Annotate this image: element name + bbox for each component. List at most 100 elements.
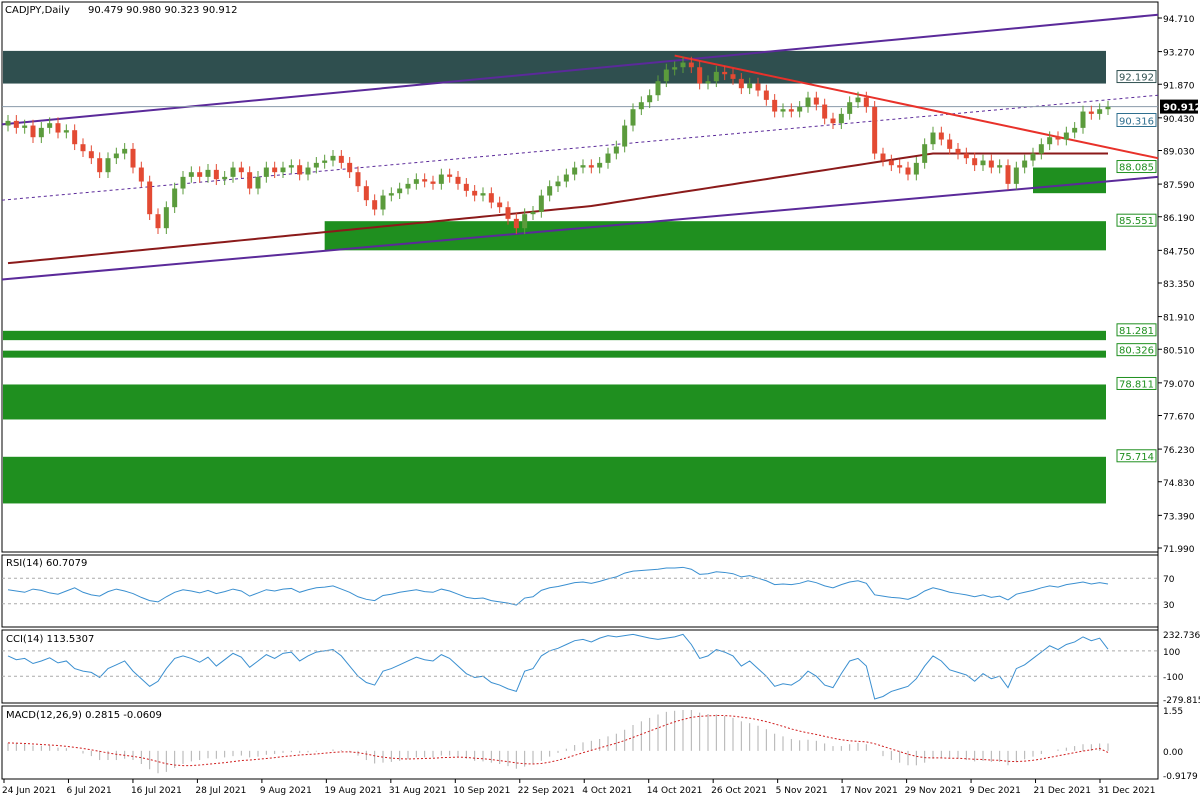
candle-body [463, 183, 469, 191]
candle-body [1072, 127, 1078, 133]
price-label-box [1116, 113, 1157, 128]
cci-tick-label: -100 [1163, 673, 1184, 683]
cci-tick-label: 232.7362 [1163, 631, 1200, 641]
candle-body [38, 127, 44, 138]
date-tick-label: 26 Oct 2021 [711, 786, 767, 796]
price-tick-label: 94.710 [1163, 15, 1195, 25]
date-tick-label: 4 Oct 2021 [582, 786, 632, 796]
candle-body [480, 193, 486, 196]
candle-body [738, 78, 744, 89]
candle-body [205, 169, 211, 177]
candle-body [972, 158, 978, 166]
price-tick-label: 87.590 [1163, 181, 1195, 191]
candle-body [988, 160, 994, 168]
cci-panel[interactable] [2, 633, 1158, 700]
candle-body [755, 83, 761, 91]
candle-body [963, 153, 969, 159]
trend-line [674, 54, 1159, 160]
zone-label-box-6 [1116, 449, 1157, 463]
candle-body [772, 99, 778, 112]
candle-body [938, 132, 944, 140]
date-tick-label: 17 Nov 2021 [840, 786, 898, 796]
date-tick-label: 9 Aug 2021 [260, 786, 312, 796]
candle-body [547, 186, 553, 196]
macd-tick-label: 0.00 [1163, 748, 1183, 758]
candle-body [188, 172, 194, 177]
candle-body [355, 172, 361, 187]
candle-body [1105, 106, 1111, 110]
current-price-tag [1160, 99, 1198, 114]
date-tick-label: 9 Dec 2021 [969, 786, 1021, 796]
zone-label-2: 85.551 [1119, 216, 1154, 227]
candle-body [830, 118, 836, 124]
zone-label-1: 88.085 [1119, 163, 1154, 174]
price-tick-label: 90.430 [1163, 115, 1195, 125]
date-tick-label: 19 Aug 2021 [324, 786, 382, 796]
zone-label-box-2 [1116, 213, 1157, 227]
candle-body [5, 120, 11, 126]
date-tick-label: 6 Jul 2021 [66, 786, 111, 796]
candle-body [97, 158, 103, 173]
support-zone-0 [3, 50, 1106, 84]
candle-body [997, 165, 1003, 168]
price-tick-label: 80.510 [1163, 346, 1195, 356]
candle-body [713, 71, 719, 82]
candle-body [555, 181, 561, 187]
candle-body [230, 167, 236, 177]
candle-body [447, 174, 453, 177]
date-tick-label: 29 Nov 2021 [905, 786, 963, 796]
candle-body [1030, 153, 1036, 161]
price-tick-label: 73.390 [1163, 512, 1195, 522]
candle-body [1055, 137, 1061, 140]
candle-body [613, 146, 619, 154]
candle-body [930, 132, 936, 145]
price-tick-label: 77.670 [1163, 413, 1195, 423]
date-tick-label: 10 Sep 2021 [453, 786, 510, 796]
price-tick-label: 89.030 [1163, 148, 1195, 158]
candle-body [813, 97, 819, 105]
symbol-label: CADJPY,Daily [5, 5, 70, 16]
candle-body [238, 167, 244, 173]
candle-body [655, 81, 661, 96]
zone-label-box-4 [1116, 343, 1157, 357]
candle-body [30, 125, 36, 138]
macd-panel[interactable] [7, 710, 1109, 774]
candle-body [663, 69, 669, 82]
candle-body [472, 190, 478, 196]
candle-body [80, 144, 86, 152]
cci-line [7, 633, 1109, 700]
price-tick-label: 86.190 [1163, 214, 1195, 224]
candle-body [163, 207, 169, 229]
price-tick-label: 84.750 [1163, 247, 1195, 257]
support-zone-6 [3, 456, 1106, 504]
support-zone-2 [324, 221, 1107, 251]
candle-body [47, 123, 53, 128]
candle-body [138, 167, 144, 182]
candle-body [630, 109, 636, 126]
price-tick-label: 71.990 [1163, 545, 1195, 555]
candle-body [413, 179, 419, 184]
candle-body [788, 109, 794, 112]
candle-body [672, 67, 678, 70]
candle-body [688, 62, 694, 68]
candle-body [722, 71, 728, 75]
zone-label-box-3 [1116, 323, 1157, 337]
price-panel[interactable]: 92.192 88.085 85.551 81.281 80.326 78.811 75.7… [1, 13, 1159, 504]
candle-body [522, 214, 528, 229]
candle-body [113, 153, 119, 159]
candle-body [822, 104, 828, 119]
date-tick-label: 31 Dec 2021 [1098, 786, 1156, 796]
candle-body [588, 165, 594, 168]
zone-label-6: 75.714 [1119, 452, 1154, 463]
candle-body [397, 188, 403, 194]
candle-body [955, 148, 961, 154]
candle-body [497, 202, 503, 208]
candle-body [380, 195, 386, 210]
rsi-panel[interactable] [2, 566, 1158, 606]
candle-body [255, 176, 261, 189]
candle-body [72, 130, 78, 145]
candle-body [130, 148, 136, 168]
price-tick-label: 76.230 [1163, 446, 1195, 456]
rsi-frame [1, 554, 1159, 628]
